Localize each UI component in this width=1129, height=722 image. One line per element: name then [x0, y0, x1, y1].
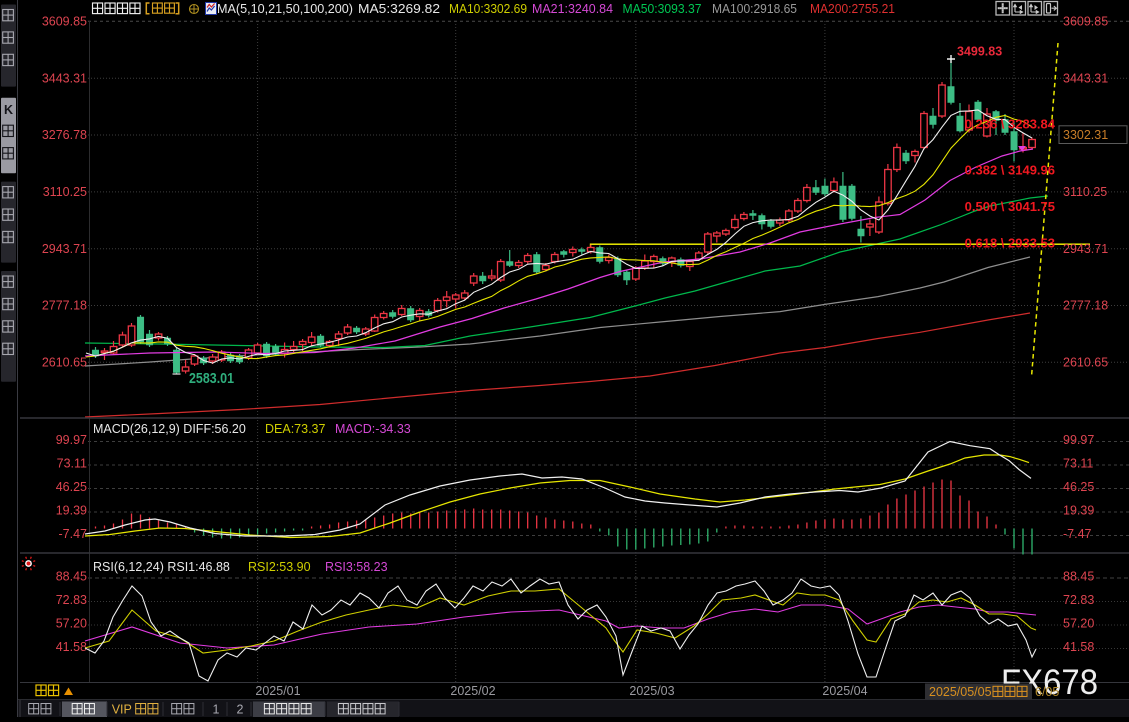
svg-text:2943.71: 2943.71: [1063, 242, 1108, 256]
svg-text:MA200:2755.21: MA200:2755.21: [810, 2, 895, 16]
svg-text:MACD:-34.33: MACD:-34.33: [335, 422, 411, 436]
svg-text:73.11: 73.11: [1063, 457, 1093, 471]
svg-text:3110.25: 3110.25: [43, 185, 87, 199]
svg-text:2610.65: 2610.65: [1063, 356, 1108, 370]
svg-text:19.39: 19.39: [56, 504, 87, 518]
svg-text:1: 1: [213, 703, 220, 717]
svg-text:2025/05/05: 2025/05/05: [929, 685, 992, 699]
svg-text:2025/04: 2025/04: [822, 684, 867, 698]
svg-text:46.25: 46.25: [1063, 480, 1094, 494]
svg-text:0.382 \ 3149.96: 0.382 \ 3149.96: [965, 163, 1055, 178]
svg-text:-7.47: -7.47: [1063, 527, 1092, 541]
svg-text:3276.78: 3276.78: [42, 128, 87, 142]
svg-text:0.500 \ 3041.75: 0.500 \ 3041.75: [965, 199, 1055, 214]
svg-text:41.58: 41.58: [56, 640, 87, 654]
svg-text:MA10:3302.69: MA10:3302.69: [449, 2, 527, 16]
svg-text:0.236 \ 3283.84: 0.236 \ 3283.84: [965, 117, 1056, 132]
svg-text:2610.65: 2610.65: [42, 356, 87, 370]
svg-text:3609.85: 3609.85: [42, 15, 87, 29]
svg-text:MA50:3093.37: MA50:3093.37: [623, 2, 702, 16]
svg-text:57.20: 57.20: [1063, 617, 1094, 631]
svg-text:MA100:2918.65: MA100:2918.65: [712, 2, 797, 16]
svg-text:41.58: 41.58: [1063, 640, 1094, 654]
svg-text:72.83: 72.83: [56, 593, 87, 607]
svg-text:2777.18: 2777.18: [42, 299, 87, 313]
svg-text:99.97: 99.97: [1063, 433, 1094, 447]
svg-text:88.45: 88.45: [56, 570, 87, 584]
svg-text:19.39: 19.39: [1063, 504, 1094, 518]
svg-text:46.25: 46.25: [56, 480, 87, 494]
svg-text:2583.01: 2583.01: [189, 371, 234, 387]
svg-text:2: 2: [237, 703, 244, 717]
svg-text:3443.31: 3443.31: [42, 71, 87, 85]
svg-text:73.11: 73.11: [57, 457, 87, 471]
svg-text:2025/02: 2025/02: [450, 684, 495, 698]
svg-text:2025/01: 2025/01: [255, 684, 300, 698]
svg-text:3609.85: 3609.85: [1063, 15, 1108, 29]
svg-text:MACD(26,12,9) DIFF:56.20: MACD(26,12,9) DIFF:56.20: [93, 422, 246, 436]
svg-text:3302.31: 3302.31: [1063, 128, 1108, 142]
svg-text:88.45: 88.45: [1063, 570, 1094, 584]
svg-text:72.83: 72.83: [1063, 593, 1094, 607]
svg-text:3443.31: 3443.31: [1063, 71, 1108, 85]
svg-text:RSI2:53.90: RSI2:53.90: [248, 560, 311, 574]
svg-text:MA5:3269.82: MA5:3269.82: [358, 2, 440, 16]
svg-text:MA(5,10,21,50,100,200): MA(5,10,21,50,100,200): [217, 2, 353, 16]
svg-text:RSI3:58.23: RSI3:58.23: [325, 560, 388, 574]
svg-text:-7.47: -7.47: [59, 527, 88, 541]
svg-text:DEA:73.37: DEA:73.37: [265, 422, 326, 436]
svg-text:MA21:3240.84: MA21:3240.84: [532, 2, 613, 16]
svg-text:2943.71: 2943.71: [42, 242, 87, 256]
svg-text:2025/03: 2025/03: [629, 684, 674, 698]
svg-text:57.20: 57.20: [56, 617, 87, 631]
svg-text:0.618 \ 2933.53: 0.618 \ 2933.53: [965, 236, 1055, 251]
svg-text:99.97: 99.97: [56, 433, 87, 447]
svg-text:K: K: [4, 103, 13, 117]
svg-text:2777.18: 2777.18: [1063, 299, 1108, 313]
svg-text:6/05: 6/05: [1035, 685, 1059, 699]
svg-text:3499.83: 3499.83: [957, 45, 1002, 59]
svg-text:3110.25: 3110.25: [1063, 185, 1107, 199]
svg-text:RSI(6,12,24) RSI1:46.88: RSI(6,12,24) RSI1:46.88: [93, 560, 230, 574]
svg-text:VIP: VIP: [112, 703, 132, 717]
